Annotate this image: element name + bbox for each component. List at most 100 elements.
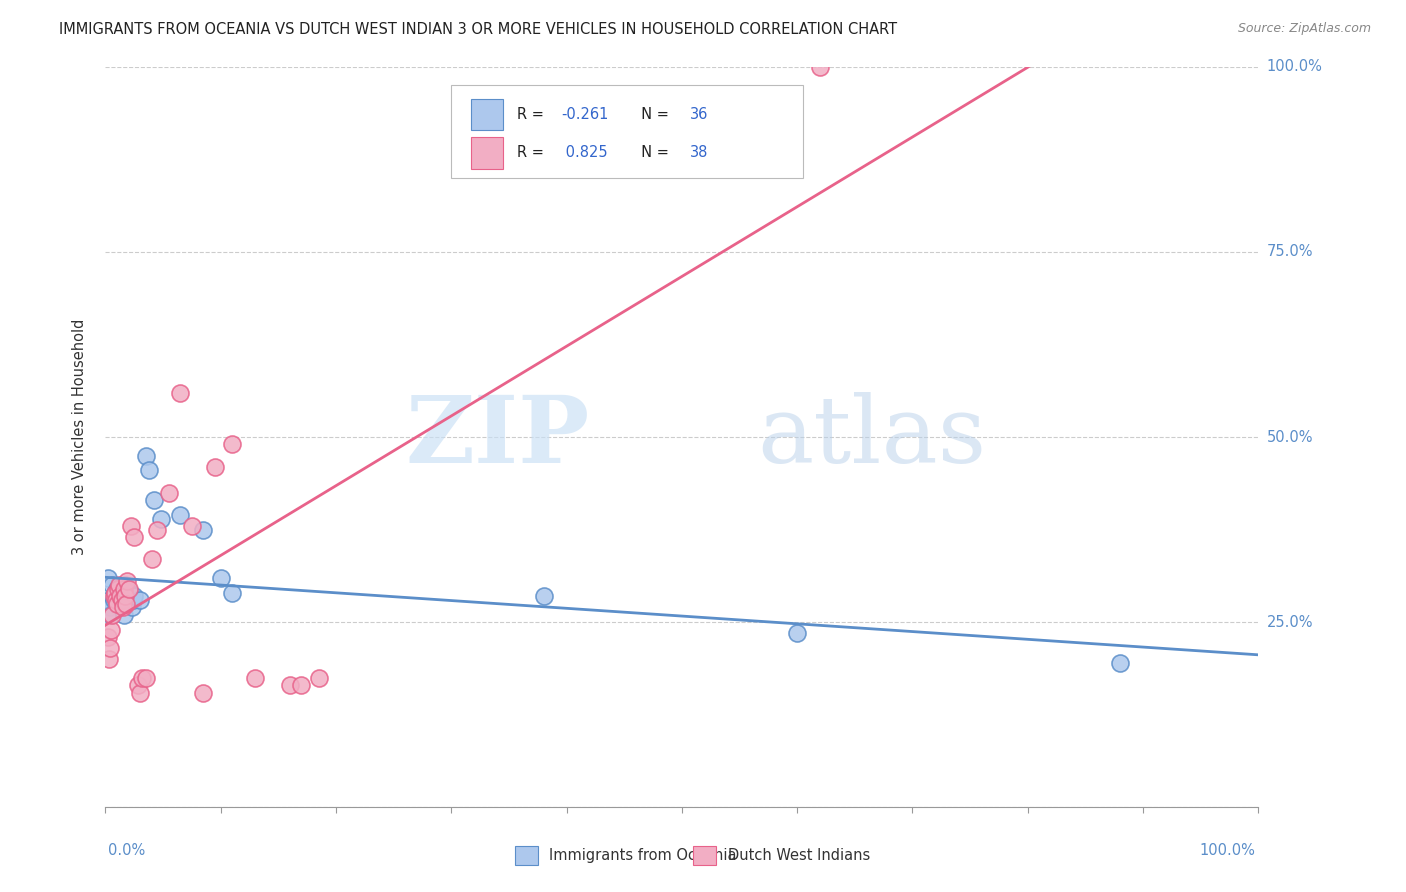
Point — [117, 582, 139, 596]
Point — [149, 511, 172, 525]
Point — [98, 600, 121, 615]
Point — [120, 519, 142, 533]
Point — [146, 523, 169, 537]
FancyBboxPatch shape — [451, 86, 803, 178]
Point — [105, 582, 128, 596]
Point — [104, 593, 127, 607]
Text: R =: R = — [517, 107, 548, 122]
Point — [180, 519, 204, 533]
Point — [114, 578, 136, 592]
Text: ZIP: ZIP — [405, 392, 589, 482]
Point — [97, 652, 120, 666]
Point — [115, 597, 138, 611]
Point — [108, 578, 131, 592]
Point — [97, 571, 120, 585]
Point — [245, 671, 267, 685]
Bar — [515, 847, 538, 864]
Text: atlas: atlas — [756, 392, 986, 482]
Point — [278, 678, 301, 692]
Point — [105, 597, 128, 611]
Point — [103, 593, 125, 607]
Point — [104, 593, 127, 607]
Point — [308, 671, 330, 685]
Point — [124, 530, 146, 544]
Text: -0.261: -0.261 — [561, 107, 609, 122]
Point — [209, 571, 232, 585]
Point — [193, 523, 215, 537]
Text: Source: ZipAtlas.com: Source: ZipAtlas.com — [1237, 22, 1371, 36]
Point — [127, 678, 149, 692]
Point — [118, 585, 141, 599]
Point — [122, 593, 145, 607]
Point — [107, 597, 129, 611]
Text: Immigrants from Oceania: Immigrants from Oceania — [550, 848, 737, 863]
Point — [111, 589, 134, 603]
Point — [204, 459, 226, 474]
Point — [115, 589, 138, 603]
Point — [141, 552, 163, 566]
Point — [117, 593, 139, 607]
Point — [193, 685, 215, 699]
Text: 36: 36 — [690, 107, 709, 122]
Point — [808, 60, 831, 74]
Text: N =: N = — [633, 145, 673, 161]
Point — [101, 578, 124, 592]
Point — [98, 641, 121, 656]
Point — [110, 593, 132, 607]
Point — [108, 582, 131, 596]
Point — [112, 607, 135, 622]
Text: 0.825: 0.825 — [561, 145, 607, 161]
Point — [533, 589, 555, 603]
Point — [104, 585, 127, 599]
Bar — [471, 99, 503, 130]
Point — [142, 493, 165, 508]
Text: 0.0%: 0.0% — [108, 843, 145, 858]
Text: 75.0%: 75.0% — [1267, 244, 1313, 260]
Text: 100.0%: 100.0% — [1199, 843, 1256, 858]
Point — [97, 593, 120, 607]
Point — [221, 437, 243, 451]
Text: 50.0%: 50.0% — [1267, 430, 1313, 444]
Point — [101, 607, 124, 622]
Point — [117, 593, 139, 607]
Point — [110, 589, 132, 603]
Point — [112, 582, 135, 596]
Point — [117, 574, 139, 589]
Point — [111, 600, 134, 615]
Point — [135, 671, 157, 685]
Text: 38: 38 — [690, 145, 709, 161]
Text: Dutch West Indians: Dutch West Indians — [728, 848, 870, 863]
Text: IMMIGRANTS FROM OCEANIA VS DUTCH WEST INDIAN 3 OR MORE VEHICLES IN HOUSEHOLD COR: IMMIGRANTS FROM OCEANIA VS DUTCH WEST IN… — [59, 22, 897, 37]
Bar — [471, 137, 503, 169]
Point — [120, 589, 142, 603]
Text: 100.0%: 100.0% — [1267, 60, 1323, 74]
Point — [124, 589, 146, 603]
Point — [131, 671, 153, 685]
Point — [97, 630, 120, 644]
Point — [121, 600, 143, 615]
Y-axis label: 3 or more Vehicles in Household: 3 or more Vehicles in Household — [72, 319, 87, 555]
Point — [103, 589, 125, 603]
Point — [786, 626, 808, 640]
Point — [110, 597, 132, 611]
Point — [129, 593, 152, 607]
Point — [221, 585, 243, 599]
Text: 25.0%: 25.0% — [1267, 615, 1313, 630]
Point — [110, 589, 132, 603]
Point — [157, 485, 180, 500]
Point — [135, 449, 157, 463]
Point — [107, 582, 129, 596]
Point — [100, 607, 122, 622]
Point — [290, 678, 312, 692]
Point — [104, 585, 127, 599]
Bar — [693, 847, 717, 864]
Point — [114, 589, 136, 603]
Point — [138, 463, 160, 477]
Point — [100, 623, 122, 637]
Point — [129, 685, 152, 699]
Text: R =: R = — [517, 145, 548, 161]
Point — [169, 508, 191, 522]
Text: N =: N = — [633, 107, 673, 122]
Point — [1109, 656, 1132, 670]
Point — [169, 385, 191, 400]
